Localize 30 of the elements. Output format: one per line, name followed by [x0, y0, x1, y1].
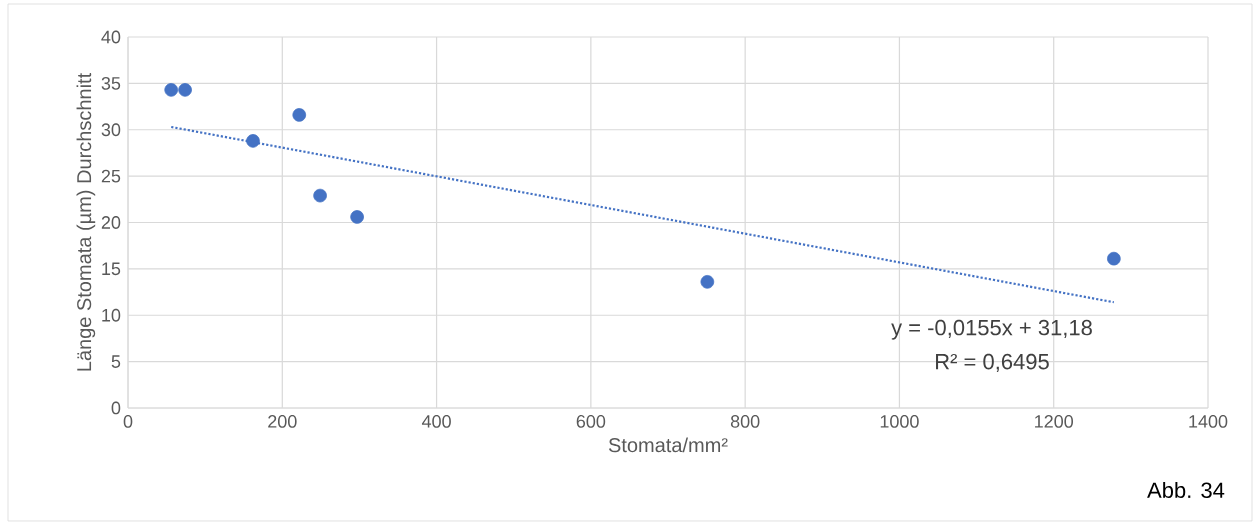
point	[700, 275, 715, 289]
y-tick-label: 20	[101, 216, 121, 229]
point	[350, 210, 364, 224]
x-tick-label: 1400	[1189, 415, 1228, 428]
x-tick-label: 600	[576, 415, 606, 428]
y-axis-title: Länge Stomata (µm) Durchschnitt	[76, 72, 96, 371]
x-tick-label: 200	[268, 415, 297, 428]
y-tick-label: 30	[101, 123, 121, 137]
point	[292, 108, 307, 122]
y-tick-label: 25	[101, 169, 121, 183]
y-tick-label: 5	[111, 355, 121, 368]
y-tick-label: 15	[102, 262, 121, 276]
point	[313, 188, 327, 203]
y-tick-label: 10	[102, 308, 121, 322]
point	[1107, 251, 1121, 266]
annotation: y = -0,0155x + 31,18	[891, 319, 1092, 340]
x-tick-label: 0	[123, 415, 133, 428]
point	[164, 83, 179, 97]
annotation: R² = 0,6495	[936, 353, 1049, 373]
x-axis-title: Stomata/mm²	[608, 437, 728, 453]
x-tick-label: 1200	[1035, 415, 1074, 428]
x-tick-label: 1000	[880, 415, 919, 428]
y-tick-label: 0	[111, 401, 121, 415]
caption: Abb. 34	[1147, 481, 1225, 499]
y-tick-label: 35	[101, 76, 121, 90]
x-tick-label: 800	[730, 415, 760, 428]
y-tick-label: 40	[101, 30, 121, 44]
point	[178, 83, 192, 97]
point	[246, 134, 260, 148]
x-tick-label: 400	[421, 415, 451, 428]
